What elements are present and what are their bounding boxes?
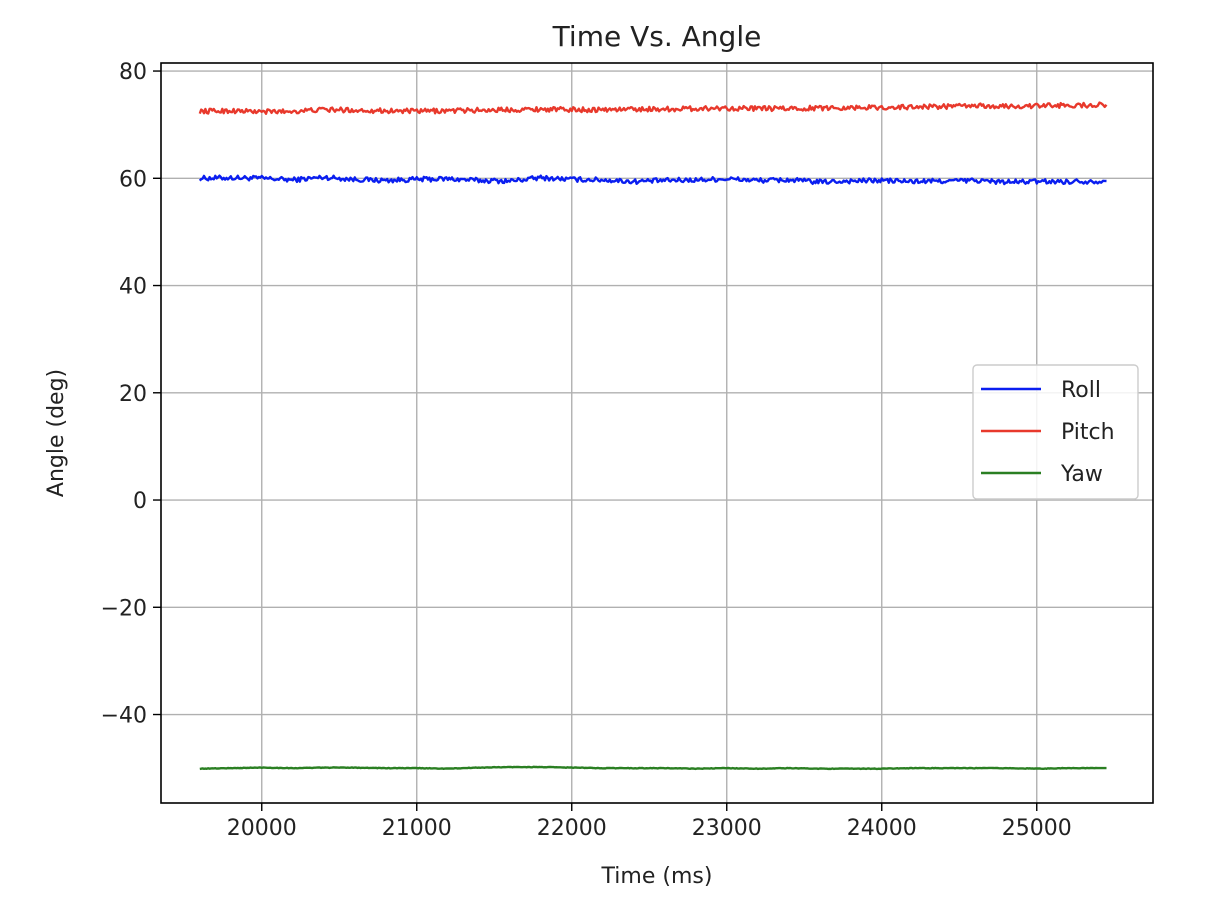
series-lines — [198, 101, 1108, 771]
legend-label-yaw: Yaw — [1060, 462, 1103, 487]
x-tick-label: 24000 — [847, 816, 917, 841]
axis-ticks: 20000 21000 22000 23000 24000 25000 −40 −20 0 20 4… — [101, 60, 1072, 841]
series-line-pitch — [198, 101, 1108, 115]
y-tick-label: 80 — [119, 60, 147, 85]
y-tick-label: −20 — [101, 596, 147, 621]
legend-label-pitch: Pitch — [1061, 420, 1115, 445]
legend-box — [972, 364, 1139, 500]
x-tick-label: 20000 — [227, 816, 297, 841]
plot-area-frame — [160, 62, 1154, 804]
y-tick-label: 40 — [119, 275, 147, 300]
y-tick-label: 0 — [133, 489, 147, 514]
legend-label-roll: Roll — [1061, 378, 1101, 403]
series-line-yaw — [199, 765, 1107, 771]
x-tick-label: 25000 — [1002, 816, 1072, 841]
x-tick-label: 21000 — [382, 816, 452, 841]
chart-title: Time Vs. Angle — [552, 20, 762, 53]
legend: Roll Pitch Yaw — [972, 364, 1139, 500]
y-axis-label: Angle (deg) — [44, 369, 69, 497]
y-tick-label: 20 — [119, 382, 147, 407]
series-line-roll — [198, 174, 1107, 186]
x-tick-label: 23000 — [692, 816, 762, 841]
x-axis-label: Time (ms) — [601, 864, 713, 889]
y-tick-label: −40 — [101, 704, 147, 729]
x-tick-label: 22000 — [537, 816, 607, 841]
y-tick-label: 60 — [119, 167, 147, 192]
